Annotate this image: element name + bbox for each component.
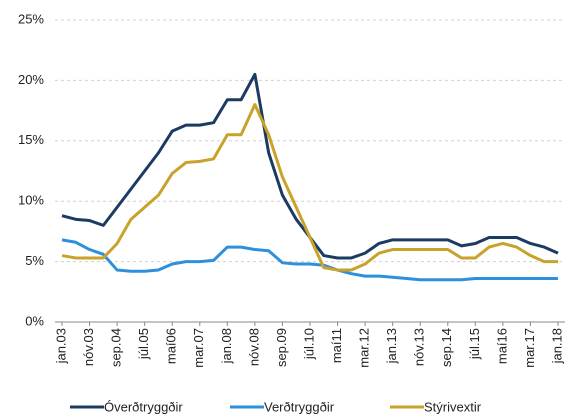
- x-tick-label: jan.08: [219, 328, 234, 364]
- y-tick-label: 15%: [18, 132, 44, 147]
- x-tick-label: júl.10: [301, 328, 316, 360]
- y-tick-label: 20%: [18, 72, 44, 87]
- x-tick-label: jan.03: [53, 328, 68, 364]
- x-tick-label: nóv.08: [246, 328, 261, 366]
- x-tick-label: jan.18: [549, 328, 564, 364]
- x-tick-label: maí06: [164, 328, 179, 364]
- x-tick-label: maí16: [494, 328, 509, 364]
- legend-label: Óverðtryggðir: [104, 399, 183, 414]
- y-tick-label: 10%: [18, 193, 44, 208]
- x-tick-label: mar.17: [522, 328, 537, 368]
- y-tick-label: 5%: [25, 253, 44, 268]
- series-line: [61, 238, 558, 282]
- x-tick-label: sep.09: [274, 328, 289, 367]
- y-tick-label: 0%: [25, 313, 44, 328]
- x-tick-label: júl.15: [467, 328, 482, 360]
- x-tick-label: sep.14: [439, 328, 454, 367]
- x-tick-label: nóv.03: [81, 328, 96, 366]
- x-tick-label: maí11: [329, 328, 344, 363]
- y-tick-label: 25%: [18, 11, 44, 26]
- x-tick-label: jan.13: [384, 328, 399, 364]
- legend-label: Verðtryggðir: [264, 399, 335, 414]
- x-tick-label: mar.12: [357, 328, 372, 368]
- x-tick-label: nóv.13: [412, 328, 427, 366]
- x-tick-label: júl.05: [136, 328, 151, 360]
- series-line: [61, 103, 558, 272]
- x-tick-label: sep.04: [109, 328, 124, 367]
- legend-label: Stýrivextir: [424, 399, 482, 414]
- series-line: [61, 72, 559, 260]
- x-tick-label: mar.07: [191, 328, 206, 368]
